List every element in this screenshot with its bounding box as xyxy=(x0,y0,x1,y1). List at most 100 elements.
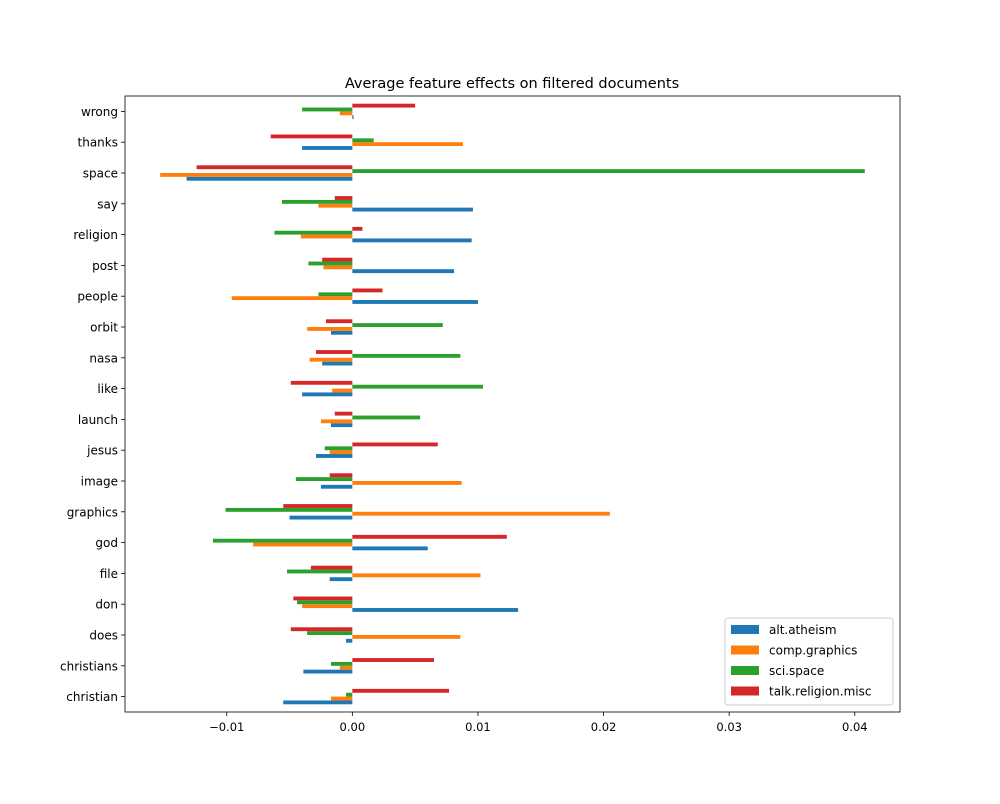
bar-talk-religion-misc-image xyxy=(329,473,353,478)
bar-alt-atheism-don xyxy=(352,608,519,612)
bar-comp-graphics-people xyxy=(231,296,353,301)
y-tick-label: god xyxy=(95,536,118,550)
y-tick-label: space xyxy=(83,167,118,181)
bar-sci-space-graphics xyxy=(225,507,353,512)
bar-talk-religion-misc-nasa xyxy=(315,350,353,354)
bar-comp-graphics-post xyxy=(323,265,353,270)
bar-alt-atheism-graphics xyxy=(289,515,353,520)
legend-swatch-sci-space xyxy=(731,666,759,675)
bar-alt-atheism-space xyxy=(186,176,353,181)
legend-label: alt.atheism xyxy=(769,623,837,637)
bar-talk-religion-misc-say xyxy=(334,196,353,200)
bar-talk-religion-misc-launch xyxy=(334,411,353,416)
bars-group xyxy=(160,103,865,705)
bar-sci-space-space xyxy=(352,169,865,173)
y-tick-label: thanks xyxy=(78,136,118,150)
bar-comp-graphics-like xyxy=(332,388,353,393)
bar-sci-space-launch xyxy=(352,415,421,420)
bar-sci-space-god xyxy=(212,538,353,543)
bar-comp-graphics-thanks xyxy=(352,142,463,147)
x-tick-label: 0.02 xyxy=(591,720,617,734)
bar-sci-space-file xyxy=(287,569,353,574)
y-tick-label: say xyxy=(97,197,118,211)
bar-comp-graphics-say xyxy=(318,203,353,208)
bar-comp-graphics-launch xyxy=(320,419,353,424)
bar-talk-religion-misc-wrong xyxy=(352,103,416,108)
y-tick-label: does xyxy=(89,629,118,643)
bar-alt-atheism-like xyxy=(302,392,353,397)
bar-alt-atheism-christians xyxy=(303,669,353,674)
bar-sci-space-christians xyxy=(330,661,353,666)
bar-alt-atheism-say xyxy=(352,207,473,212)
bar-sci-space-don xyxy=(297,600,353,605)
y-tick-label: orbit xyxy=(90,321,118,335)
bar-talk-religion-misc-post xyxy=(322,257,353,262)
x-tick-label: 0.03 xyxy=(716,720,742,734)
y-tick-label: christians xyxy=(60,659,118,673)
bar-talk-religion-misc-don xyxy=(293,596,353,601)
bar-alt-atheism-orbit xyxy=(330,330,353,335)
bar-sci-space-christian xyxy=(346,692,353,697)
bar-alt-atheism-christian xyxy=(283,700,353,705)
bar-talk-religion-misc-christians xyxy=(352,658,434,662)
bar-talk-religion-misc-thanks xyxy=(270,134,353,139)
x-tick-label: 0.04 xyxy=(842,720,868,734)
bar-alt-atheism-thanks xyxy=(302,146,353,150)
y-tick-label: graphics xyxy=(67,505,118,519)
bar-sci-space-nasa xyxy=(352,353,461,358)
bar-talk-religion-misc-like xyxy=(290,380,353,385)
y-tick-label: launch xyxy=(78,413,118,427)
bar-sci-space-post xyxy=(308,261,353,266)
bar-talk-religion-misc-graphics xyxy=(283,504,353,508)
bar-alt-atheism-image xyxy=(320,484,353,489)
legend-label: comp.graphics xyxy=(769,644,857,658)
bar-comp-graphics-christian xyxy=(330,696,353,701)
legend-swatch-talk-religion-misc xyxy=(731,686,759,696)
axes-group: −0.01 0.00 0.01 0.02 0.03 0.04 christian christ… xyxy=(60,95,901,734)
bar-talk-religion-misc-jesus xyxy=(352,442,438,447)
bar-sci-space-orbit xyxy=(352,323,443,327)
bar-sci-space-religion xyxy=(274,230,353,235)
y-tick-label: religion xyxy=(73,228,118,242)
bar-alt-atheism-people xyxy=(352,300,478,304)
y-tick-label: wrong xyxy=(81,105,118,119)
legend-box xyxy=(724,617,894,706)
y-tick-label: christian xyxy=(66,690,118,704)
bar-talk-religion-misc-religion xyxy=(352,226,363,231)
chart-title: Average feature effects on filtered docu… xyxy=(345,76,679,92)
y-tick-label: like xyxy=(97,382,118,396)
y-tick-label: image xyxy=(81,475,118,489)
legend: alt.atheism comp.graphics sci.space talk.re… xyxy=(724,617,894,706)
legend-swatch-comp-graphics xyxy=(731,645,759,655)
bar-talk-religion-misc-orbit xyxy=(325,319,353,324)
x-tick-label: 0.00 xyxy=(340,720,366,734)
y-tick-label: people xyxy=(77,290,118,304)
y-tick-label: nasa xyxy=(89,351,118,365)
bar-comp-graphics-don xyxy=(302,604,353,609)
bar-alt-atheism-wrong xyxy=(352,115,354,120)
legend-label: talk.religion.misc xyxy=(769,685,871,699)
bar-comp-graphics-graphics xyxy=(352,511,610,516)
plot-frame xyxy=(124,95,901,713)
bar-talk-religion-misc-people xyxy=(352,288,383,293)
bar-alt-atheism-jesus xyxy=(315,454,353,458)
bar-alt-atheism-does xyxy=(346,638,353,643)
bar-talk-religion-misc-christian xyxy=(352,688,450,693)
bar-talk-religion-misc-does xyxy=(290,627,353,632)
bar-comp-graphics-jesus xyxy=(329,450,353,455)
x-tick-label: 0.01 xyxy=(465,720,491,734)
bar-alt-atheism-religion xyxy=(352,238,472,243)
bar-comp-graphics-image xyxy=(352,481,462,485)
bar-comp-graphics-file xyxy=(352,573,481,578)
bar-comp-graphics-wrong xyxy=(339,111,353,116)
bar-sci-space-people xyxy=(318,292,353,297)
bar-alt-atheism-launch xyxy=(330,423,353,428)
bar-alt-atheism-nasa xyxy=(322,361,353,366)
y-tick-label: file xyxy=(100,567,118,581)
bar-talk-religion-misc-space xyxy=(196,165,353,170)
bar-sci-space-wrong xyxy=(302,107,353,112)
legend-swatch-alt-atheism xyxy=(731,625,759,634)
bar-comp-graphics-religion xyxy=(300,234,353,239)
y-tick-label: jesus xyxy=(86,444,118,458)
